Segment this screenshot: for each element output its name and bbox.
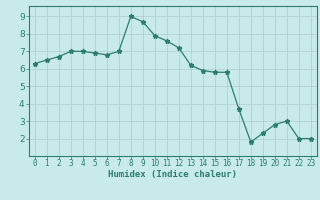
X-axis label: Humidex (Indice chaleur): Humidex (Indice chaleur) [108, 170, 237, 179]
